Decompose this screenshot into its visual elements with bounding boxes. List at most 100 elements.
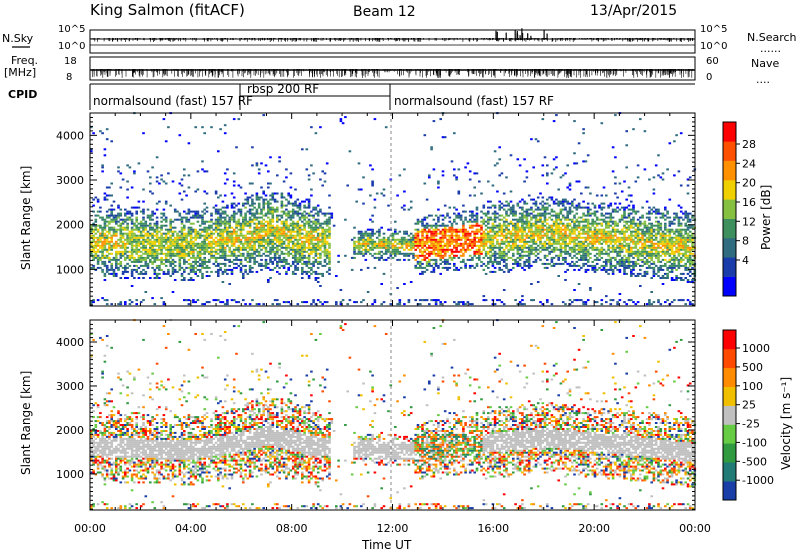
power-cell — [312, 172, 315, 175]
power-cell — [484, 228, 488, 231]
power-cell — [301, 242, 304, 245]
power-cell — [192, 210, 195, 213]
power-cell — [459, 230, 463, 233]
power-cell — [101, 244, 104, 247]
power-cell — [301, 224, 304, 227]
power-cell — [173, 246, 177, 249]
power-cell — [146, 242, 150, 245]
power-cell — [319, 272, 322, 275]
power-cell — [212, 246, 216, 249]
power-cell — [237, 118, 241, 121]
power-cell — [203, 248, 206, 251]
power-cell — [446, 262, 449, 265]
power-cell — [180, 244, 184, 247]
power-cell — [242, 220, 245, 223]
power-cell — [448, 220, 452, 223]
power-cell — [446, 244, 449, 247]
power-cell — [457, 244, 461, 247]
power-cell — [434, 301, 438, 304]
power-cell — [260, 208, 263, 211]
power-cell — [135, 226, 138, 229]
power-cell — [369, 252, 372, 255]
power-cell — [466, 242, 470, 245]
power-cell — [273, 266, 277, 269]
power-cell — [144, 232, 148, 235]
power-cell — [391, 248, 395, 251]
power-cell — [194, 266, 197, 269]
power-cell — [230, 226, 234, 229]
freq-label-1: Freq. — [11, 54, 38, 67]
power-cell — [267, 230, 270, 233]
power-cell — [291, 216, 295, 219]
power-cell — [94, 240, 98, 243]
power-cell — [491, 204, 495, 207]
power-cell — [248, 232, 252, 235]
power-cell — [119, 240, 123, 243]
power-cell — [228, 250, 231, 253]
power-cell — [203, 202, 206, 205]
power-cell — [228, 222, 231, 225]
power-cell — [350, 256, 354, 259]
power-cell — [294, 202, 297, 205]
power-cell — [443, 228, 447, 231]
power-cell — [325, 254, 329, 257]
power-cell — [217, 232, 220, 235]
power-cell — [480, 220, 483, 223]
power-cell — [135, 206, 138, 209]
power-cell — [296, 248, 300, 251]
power-cell — [468, 238, 472, 241]
power-cell — [130, 212, 134, 215]
power-cell — [453, 212, 456, 215]
power-cell — [228, 254, 231, 257]
power-cell — [394, 254, 397, 257]
power-cell — [205, 275, 209, 277]
power-cell — [178, 262, 182, 265]
power-cell — [180, 230, 184, 233]
power-cell — [255, 236, 259, 239]
power-cell — [183, 232, 186, 235]
power-cell — [183, 190, 186, 193]
power-cell — [360, 301, 363, 304]
power-cell — [244, 218, 247, 221]
power-cell — [475, 222, 479, 225]
power-cell — [192, 250, 195, 253]
power-cell — [108, 214, 111, 217]
power-cell — [264, 240, 268, 243]
power-cell — [430, 234, 433, 237]
power-cell — [121, 226, 125, 229]
power-cell — [287, 262, 290, 265]
power-cell — [194, 212, 197, 215]
power-cell — [441, 218, 445, 221]
power-cell — [244, 212, 247, 215]
power-cell — [496, 226, 499, 229]
power-cell — [262, 202, 265, 205]
power-cell — [217, 264, 220, 267]
power-cell — [251, 214, 254, 217]
power-cell — [312, 222, 315, 225]
power-cell — [94, 220, 98, 223]
power-cell — [267, 170, 270, 173]
power-cell — [267, 250, 270, 253]
power-cell — [180, 256, 184, 259]
power-cell — [430, 252, 433, 255]
power-cell — [446, 234, 449, 237]
power-cell — [248, 216, 252, 219]
power-cell — [496, 240, 499, 243]
power-cell — [192, 228, 195, 231]
power-cell — [232, 299, 236, 302]
power-cell — [153, 242, 157, 245]
power-cell — [394, 228, 397, 231]
power-cell — [228, 240, 231, 243]
power-cell — [396, 250, 399, 253]
power-cell — [230, 250, 234, 253]
power-cell — [203, 226, 206, 229]
power-cell — [142, 210, 145, 213]
power-cell — [257, 236, 261, 239]
power-cell — [198, 246, 202, 249]
power-cell — [353, 240, 356, 243]
power-cell — [248, 303, 252, 306]
power-cell — [155, 156, 159, 159]
power-cell — [167, 236, 170, 239]
power-cell — [185, 220, 188, 223]
power-cell — [421, 218, 424, 221]
